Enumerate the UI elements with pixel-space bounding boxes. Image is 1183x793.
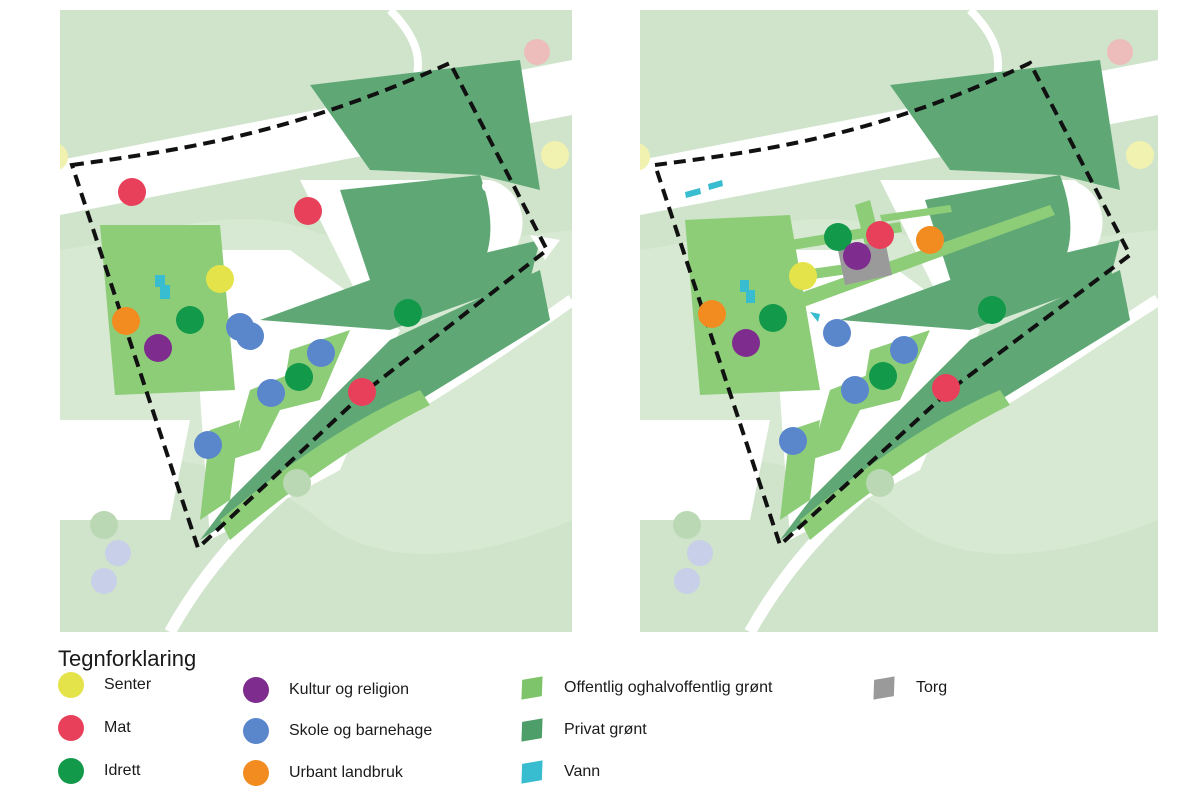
legend-title: Tegnforklaring	[58, 646, 197, 671]
legend-item-kultur: Kultur og religion	[243, 677, 409, 703]
legend-symbol-vann	[521, 760, 543, 784]
marker-skole	[841, 376, 869, 404]
legend-item-mat: Mat	[58, 715, 131, 741]
function-markers	[698, 221, 1006, 455]
legend-label: Urbant landbruk	[289, 764, 403, 781]
marker-mat	[118, 178, 146, 206]
legend-label: Mat	[104, 719, 131, 736]
marker-idrett	[759, 304, 787, 332]
legend-label: Vann	[564, 763, 601, 780]
marker-idrett	[176, 306, 204, 334]
marker-senter	[206, 265, 234, 293]
marker-idrett	[285, 363, 313, 391]
marker-urbant	[916, 226, 944, 254]
legend-item-vann: Vann	[518, 760, 601, 784]
legend-label: Torg	[916, 679, 948, 696]
marker-kultur	[144, 334, 172, 362]
legend-item-torg: Torg	[870, 676, 948, 700]
function-markers	[112, 178, 422, 459]
marker-mat	[866, 221, 894, 249]
marker-skole	[257, 379, 285, 407]
legend-symbol-offentlig	[521, 676, 543, 700]
legend-symbol-senter	[58, 672, 84, 698]
marker-mat	[932, 374, 960, 402]
map-right	[640, 7, 1162, 635]
context-markers	[60, 39, 569, 594]
legend-symbol-urbant	[243, 760, 269, 786]
legend-symbol-skole	[243, 718, 269, 744]
map-left	[60, 7, 576, 635]
marker-idrett	[869, 362, 897, 390]
marker-skole	[823, 319, 851, 347]
legend-symbol-privat	[521, 718, 543, 742]
marker-mat	[294, 197, 322, 225]
marker-idrett	[394, 299, 422, 327]
legend-label: Skole og barnehage	[289, 722, 433, 739]
marker-mat	[348, 378, 376, 406]
legend-item-senter: Senter	[58, 672, 151, 698]
legend-label: Idrett	[104, 762, 141, 779]
marker-senter	[789, 262, 817, 290]
legend-item-skole: Skole og barnehage	[243, 718, 432, 744]
legend-item-privat: Privat grønt	[518, 718, 647, 742]
marker-idrett	[824, 223, 852, 251]
legend-label: Privat grønt	[564, 721, 647, 738]
marker-kultur	[732, 329, 760, 357]
marker-skole	[236, 322, 264, 350]
marker-urbant	[698, 300, 726, 328]
marker-skole	[890, 336, 918, 364]
marker-idrett	[978, 296, 1006, 324]
boundary	[69, 60, 550, 552]
legend-item-offentlig: Offentlig oghalvoffentlig grønt	[518, 676, 773, 700]
context-markers	[640, 39, 1154, 594]
legend-symbol-idrett	[58, 758, 84, 784]
marker-kultur	[843, 242, 871, 270]
marker-skole	[779, 427, 807, 455]
legend-item-idrett: Idrett	[58, 758, 140, 784]
legend-label: Offentlig oghalvoffentlig grønt	[564, 679, 773, 696]
marker-skole	[194, 431, 222, 459]
boundary	[652, 60, 1133, 549]
marker-skole	[307, 339, 335, 367]
legend-label: Kultur og religion	[289, 681, 410, 698]
legend-item-urbant: Urbant landbruk	[243, 760, 403, 786]
legend-symbol-torg	[873, 676, 895, 700]
legend-symbol-mat	[58, 715, 84, 741]
legend-label: Senter	[104, 676, 152, 693]
legend-symbol-kultur	[243, 677, 269, 703]
marker-urbant	[112, 307, 140, 335]
